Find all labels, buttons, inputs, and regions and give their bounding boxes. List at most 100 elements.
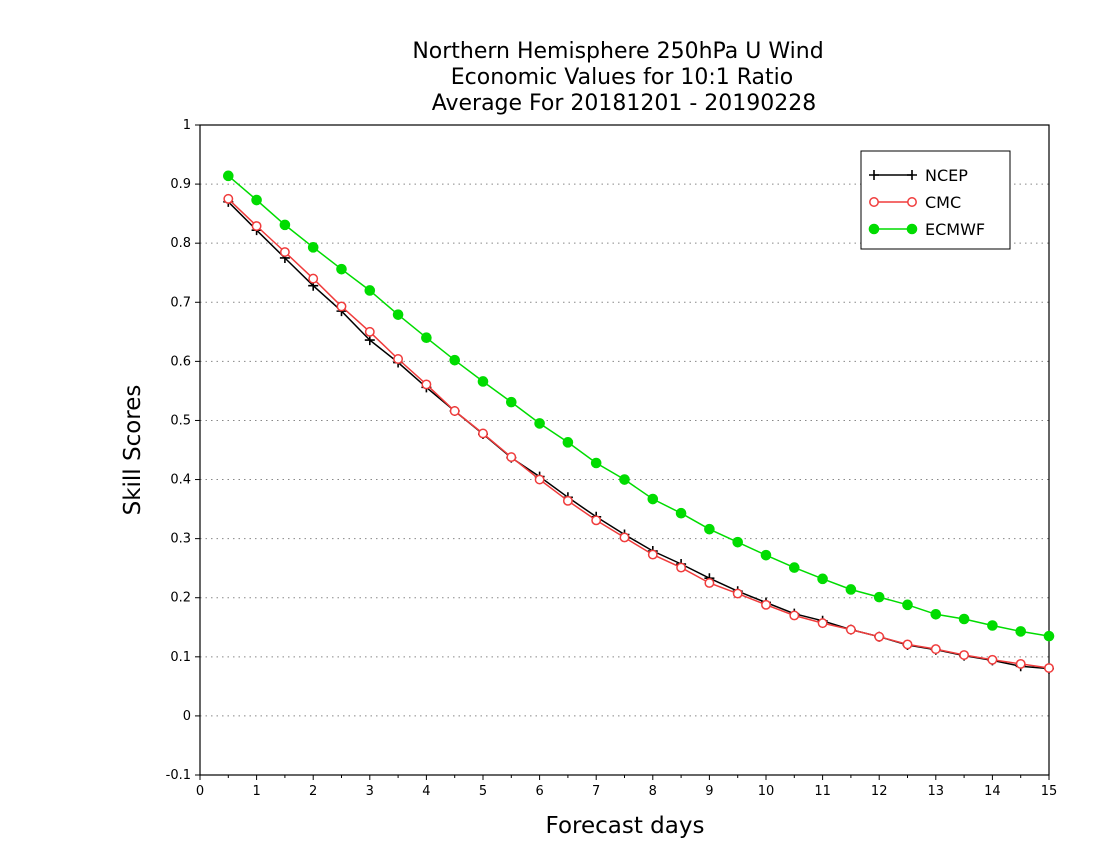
data-point-cmc xyxy=(704,578,715,588)
data-point-cmc xyxy=(959,650,970,660)
legend-marker-ecmwf xyxy=(906,223,918,235)
legend-items: NCEP CMC ECMWF xyxy=(868,166,985,239)
y-tick-label: 0 xyxy=(183,709,191,724)
x-tick-label: 10 xyxy=(758,784,775,799)
legend-marker-cmc xyxy=(907,197,917,207)
data-point-ecmwf xyxy=(987,620,998,631)
x-tick-label: 3 xyxy=(366,784,374,799)
data-point-cmc xyxy=(930,644,941,655)
data-point-ecmwf xyxy=(421,332,432,344)
x-tick-label: 15 xyxy=(1041,784,1058,799)
series-ncep xyxy=(223,196,1054,674)
data-point-cmc xyxy=(279,247,290,257)
data-point-ecmwf xyxy=(307,242,319,253)
x-tick-label: 4 xyxy=(422,784,430,799)
data-point-cmc xyxy=(251,221,262,231)
legend-item-cmc: CMC xyxy=(869,193,961,212)
data-point-ecmwf xyxy=(364,285,376,296)
data-point-ecmwf xyxy=(562,437,574,448)
data-point-cmc xyxy=(789,610,800,621)
data-point-ecmwf xyxy=(647,493,659,505)
legend-label-cmc: CMC xyxy=(925,193,961,212)
series-line-ncep xyxy=(227,201,1050,670)
data-point-ecmwf xyxy=(845,584,857,595)
data-point-cmc xyxy=(1015,658,1026,669)
data-point-ecmwf xyxy=(704,523,715,535)
data-point-cmc xyxy=(421,379,432,390)
legend-item-ncep: NCEP xyxy=(869,166,968,185)
data-point-cmc xyxy=(732,588,743,599)
data-point-ecmwf xyxy=(223,170,234,182)
legend-marker-ncep xyxy=(907,170,917,180)
data-point-cmc xyxy=(845,624,856,635)
data-point-cmc xyxy=(647,549,658,560)
data-point-cmc xyxy=(308,273,319,284)
legend-box xyxy=(860,150,1011,250)
data-point-cmc xyxy=(449,406,460,416)
data-point-ecmwf xyxy=(251,194,262,206)
data-point-cmc xyxy=(676,562,687,573)
data-point-ecmwf xyxy=(675,507,687,519)
data-point-ecmwf xyxy=(449,354,461,366)
data-point-ecmwf xyxy=(760,549,772,561)
x-tick-label: 2 xyxy=(309,784,317,799)
y-tick-label: 0.9 xyxy=(170,177,191,192)
data-point-cmc xyxy=(364,326,375,337)
y-tick-label: 0.8 xyxy=(170,236,191,251)
data-point-cmc xyxy=(987,654,998,665)
data-point-ecmwf xyxy=(534,418,545,429)
x-tick-label: 14 xyxy=(984,784,1001,799)
title-line-3: Average For 20181201 - 20190228 xyxy=(432,91,817,116)
data-point-ecmwf xyxy=(1015,626,1027,637)
data-point-ecmwf xyxy=(506,396,517,408)
y-axis: -0.1 0 0.1 0.2 0.3 0.4 0.5 0.6 0.7 0.8 0.9 1 xyxy=(166,118,200,783)
data-point-cmc xyxy=(874,631,885,642)
data-point-ecmwf xyxy=(1043,630,1055,642)
y-tick-label: 0.3 xyxy=(170,532,191,547)
data-point-ecmwf xyxy=(873,591,885,603)
data-point-ecmwf xyxy=(817,573,828,585)
legend-item-ecmwf: ECMWF xyxy=(868,220,985,239)
data-point-ecmwf xyxy=(902,599,913,611)
x-tick-label: 6 xyxy=(535,784,543,799)
series-ecmwf xyxy=(223,170,1055,642)
data-point-cmc xyxy=(393,354,404,364)
data-point-ecmwf xyxy=(590,457,602,469)
series-layer xyxy=(223,170,1055,674)
data-point-ecmwf xyxy=(477,376,489,387)
data-point-cmc xyxy=(562,495,573,506)
series-cmc xyxy=(223,193,1054,673)
legend-marker-cmc xyxy=(869,197,879,207)
data-point-cmc xyxy=(534,474,545,485)
x-tick-label: 12 xyxy=(871,784,888,799)
y-axis-label: Skill Scores xyxy=(120,385,146,516)
data-point-ecmwf xyxy=(930,608,942,620)
data-point-cmc xyxy=(761,599,771,610)
data-point-ecmwf xyxy=(958,613,970,625)
data-point-cmc xyxy=(1044,663,1054,673)
data-point-ecmwf xyxy=(619,474,630,485)
y-tick-label: 0.1 xyxy=(170,650,191,665)
gridlines xyxy=(200,183,1049,717)
data-point-cmc xyxy=(223,193,234,204)
y-tick-label: 0.6 xyxy=(170,354,191,369)
x-tick-label: 1 xyxy=(252,784,260,799)
data-point-cmc xyxy=(591,515,602,526)
data-point-cmc xyxy=(619,532,630,543)
y-tick-label: 0.5 xyxy=(170,413,191,428)
legend-label-ncep: NCEP xyxy=(925,166,968,185)
x-tick-label: 13 xyxy=(928,784,945,799)
legend-marker-ncep xyxy=(869,170,879,180)
x-tick-label: 11 xyxy=(814,784,831,799)
data-point-cmc xyxy=(478,428,488,439)
legend-label-ecmwf: ECMWF xyxy=(925,220,985,239)
data-point-cmc xyxy=(902,639,913,650)
data-point-ecmwf xyxy=(392,309,404,320)
x-tick-label: 9 xyxy=(705,784,713,799)
data-point-ecmwf xyxy=(279,219,291,231)
data-point-ecmwf xyxy=(732,536,744,548)
y-tick-label: 1 xyxy=(183,118,191,133)
title-line-1: Northern Hemisphere 250hPa U Wind xyxy=(412,39,823,64)
title-line-2: Economic Values for 10:1 Ratio xyxy=(451,65,793,90)
